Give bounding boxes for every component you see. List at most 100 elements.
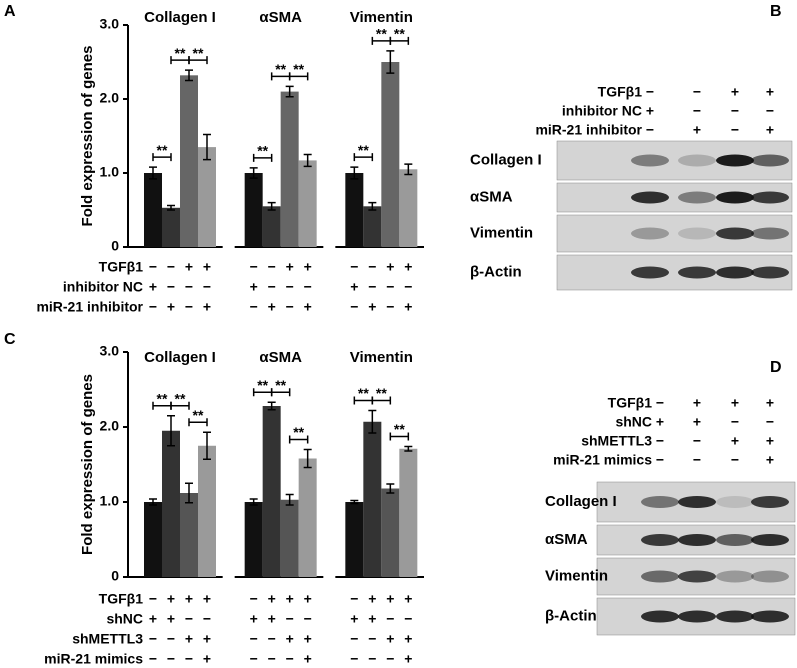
condition-sign: + [304, 591, 312, 607]
condition-sign: + [368, 591, 376, 607]
condition-sign: + [350, 279, 358, 295]
condition-sign: − [250, 299, 258, 315]
condition-sign: + [203, 651, 211, 667]
error-bar [368, 201, 377, 211]
y-tick-label: 3.0 [100, 343, 120, 359]
condition-sign: + [766, 84, 774, 100]
blot-band [641, 610, 679, 623]
blot-band [751, 496, 789, 508]
blot-band [716, 610, 754, 623]
condition-sign: − [766, 414, 774, 430]
blot-band [641, 570, 679, 583]
significance-label: ** [358, 142, 369, 158]
condition-sign: − [656, 452, 664, 468]
condition-sign: + [766, 452, 774, 468]
condition-sign: − [386, 651, 394, 667]
blot-band [678, 191, 716, 204]
blot-band [716, 534, 754, 546]
condition-sign: − [167, 651, 175, 667]
condition-sign: − [250, 651, 258, 667]
panel-label: A [4, 3, 16, 20]
error-bar [350, 499, 359, 505]
blot-band [716, 266, 754, 279]
error-bar [249, 167, 258, 179]
condition-label: shNC [615, 414, 652, 430]
condition-sign: + [203, 299, 211, 315]
condition-sign: + [766, 395, 774, 411]
error-bar [249, 498, 258, 506]
condition-sign: − [766, 103, 774, 119]
condition-sign: − [386, 611, 394, 627]
condition-sign: − [693, 433, 701, 449]
condition-sign: − [350, 651, 358, 667]
significance-label: ** [376, 385, 387, 401]
condition-sign: + [404, 299, 412, 315]
significance-label: ** [157, 390, 168, 406]
blot-band [678, 534, 716, 546]
error-bar [149, 166, 157, 180]
significance-label: ** [376, 26, 387, 42]
condition-label: TGFβ1 [99, 259, 144, 275]
condition-sign: + [368, 611, 376, 627]
band-label: αSMA [545, 531, 588, 548]
error-bar [167, 415, 175, 447]
condition-sign: − [350, 631, 358, 647]
error-bar [285, 85, 294, 98]
blot-band [631, 266, 669, 279]
error-bar [203, 133, 211, 161]
condition-sign: − [167, 259, 175, 275]
category-label: Collagen I [144, 349, 216, 366]
bar [262, 206, 281, 247]
condition-sign: − [386, 279, 394, 295]
bar [198, 147, 216, 247]
blot-band [716, 154, 754, 167]
band-label: Collagen I [470, 151, 542, 168]
condition-sign: − [304, 279, 312, 295]
condition-sign: + [250, 279, 258, 295]
error-bar [267, 201, 276, 211]
blot-band [678, 570, 716, 583]
condition-sign: + [386, 259, 394, 275]
condition-sign: − [404, 279, 412, 295]
panel-label: C [4, 331, 16, 348]
condition-sign: − [268, 651, 276, 667]
condition-sign: − [368, 651, 376, 667]
error-bar [167, 204, 175, 211]
condition-label: inhibitor NC [63, 279, 143, 295]
condition-sign: − [693, 103, 701, 119]
y-tick-label: 0 [111, 238, 119, 254]
significance-bracket [170, 401, 190, 410]
panel-label: B [770, 3, 782, 20]
bar [345, 173, 364, 247]
band-label: β-Actin [470, 263, 522, 280]
condition-sign: + [250, 611, 258, 627]
condition-label: TGFβ1 [99, 591, 144, 607]
significance-bracket [188, 56, 208, 65]
condition-sign: − [185, 651, 193, 667]
y-tick-label: 1.0 [100, 493, 120, 509]
condition-label: miR-21 mimics [553, 452, 652, 468]
significance-label: ** [257, 143, 268, 159]
bar [381, 488, 400, 577]
blot-band [716, 570, 754, 583]
blot-band [751, 534, 789, 546]
panel-label: D [770, 359, 782, 376]
error-bar [185, 69, 193, 82]
significance-label: ** [394, 421, 405, 437]
bar [244, 173, 263, 247]
blot-band [751, 610, 789, 623]
significance-label: ** [394, 26, 405, 42]
condition-sign: − [731, 452, 739, 468]
condition-sign: + [304, 631, 312, 647]
condition-sign: + [656, 414, 664, 430]
y-tick-label: 2.0 [100, 418, 120, 434]
condition-sign: − [656, 395, 664, 411]
condition-sign: + [203, 591, 211, 607]
condition-sign: + [304, 299, 312, 315]
condition-sign: − [350, 259, 358, 275]
blot-band [631, 191, 669, 204]
significance-label: ** [275, 377, 286, 393]
y-tick-label: 1.0 [100, 164, 120, 180]
condition-label: TGFβ1 [608, 395, 653, 411]
condition-sign: − [185, 279, 193, 295]
